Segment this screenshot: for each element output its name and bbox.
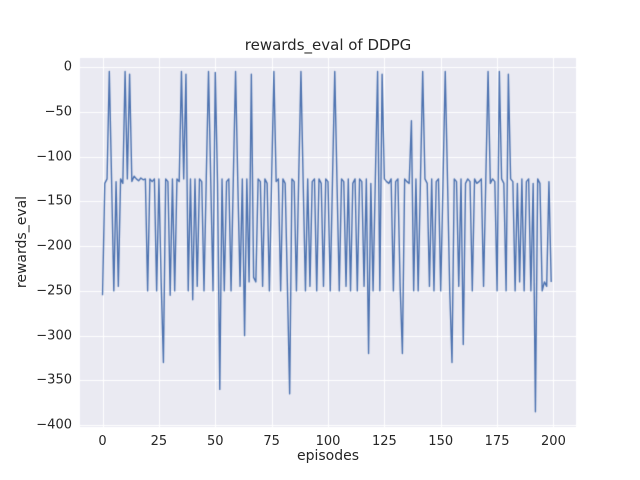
chart-title: rewards_eval of DDPG xyxy=(244,36,412,54)
y-axis-label: rewards_eval xyxy=(14,195,30,289)
x-axis-label: episodes xyxy=(296,448,360,464)
